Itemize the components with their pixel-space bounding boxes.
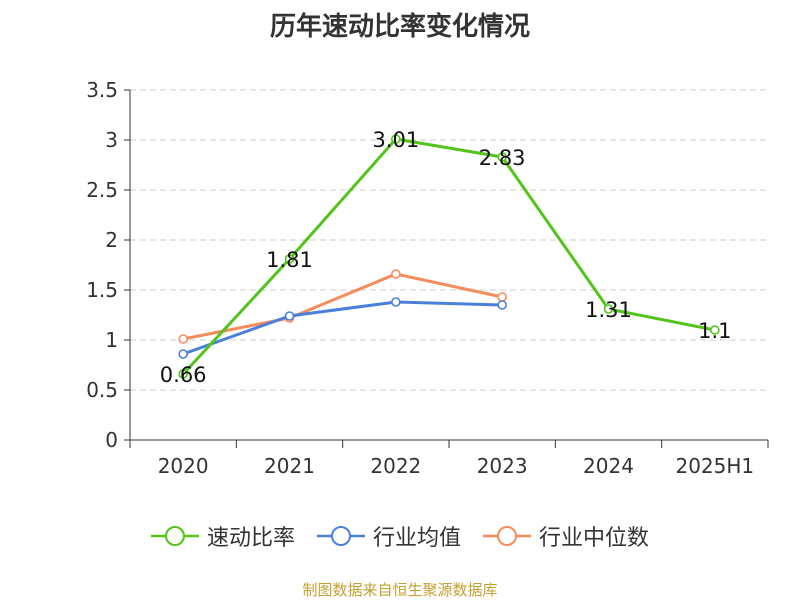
legend-label: 行业中位数 bbox=[539, 526, 650, 551]
data-point bbox=[391, 269, 401, 279]
x-tick-label: 2024 bbox=[583, 454, 634, 478]
data-point bbox=[178, 334, 188, 344]
y-tick-label: 1 bbox=[105, 328, 118, 352]
y-tick-label: 3 bbox=[105, 128, 118, 152]
y-tick-label: 0 bbox=[105, 428, 118, 452]
data-label: 1.1 bbox=[698, 319, 731, 343]
data-point bbox=[391, 134, 401, 144]
series-lines bbox=[178, 134, 720, 379]
legend: 速动比率 行业均值 行业中位数 bbox=[0, 520, 800, 552]
y-tick-label: 2.5 bbox=[86, 178, 118, 202]
legend-item[interactable]: 行业中位数 bbox=[483, 520, 649, 552]
data-label: 3.01 bbox=[372, 128, 419, 152]
data-point bbox=[284, 311, 295, 321]
grid-lines bbox=[130, 89, 768, 391]
x-tick-label: 2020 bbox=[158, 454, 209, 478]
data-point bbox=[178, 349, 188, 359]
data-labels: 0.66 1.81 3.01 2.83 1.31 1.1 bbox=[160, 128, 732, 387]
x-tick-label: 2023 bbox=[477, 454, 528, 478]
y-tick-label: 0.5 bbox=[86, 378, 118, 402]
data-point bbox=[284, 254, 295, 264]
legend-marker-icon bbox=[150, 526, 199, 546]
x-tick-label: 2022 bbox=[370, 454, 421, 478]
series-line bbox=[182, 272, 503, 341]
data-label: 0.66 bbox=[160, 363, 207, 387]
legend-label: 行业均值 bbox=[372, 526, 461, 551]
data-label: 1.31 bbox=[585, 298, 632, 322]
series-line bbox=[182, 300, 503, 356]
data-point bbox=[178, 369, 188, 379]
data-point bbox=[497, 152, 507, 162]
legend-label: 速动比率 bbox=[206, 526, 295, 551]
axes: 0 0.5 1 1.5 2 2.5 3 3.5 2020 2021 2022 2023 2024 2025… bbox=[86, 78, 769, 478]
data-label: 1.81 bbox=[266, 248, 313, 272]
x-tick-label: 2021 bbox=[264, 454, 315, 478]
chart-title: 历年速动比率变化情况 bbox=[269, 12, 530, 42]
data-point bbox=[603, 304, 614, 314]
y-tick-label: 3.5 bbox=[86, 78, 118, 102]
source-note: 制图数据来自恒生聚源数据库 bbox=[302, 581, 498, 599]
data-point bbox=[710, 325, 720, 335]
legend-item[interactable]: 速动比率 bbox=[150, 520, 295, 552]
data-point bbox=[497, 300, 507, 310]
legend-marker-icon bbox=[316, 526, 365, 546]
series-line bbox=[182, 137, 716, 376]
x-tick-label: 2025H1 bbox=[675, 454, 754, 478]
data-label: 2.83 bbox=[479, 146, 526, 170]
legend-marker-icon bbox=[483, 526, 531, 546]
legend-item[interactable]: 行业均值 bbox=[316, 520, 461, 552]
y-tick-label: 1.5 bbox=[86, 278, 118, 302]
y-tick-label: 2 bbox=[105, 228, 118, 252]
data-point bbox=[497, 292, 507, 302]
data-point bbox=[391, 297, 401, 307]
